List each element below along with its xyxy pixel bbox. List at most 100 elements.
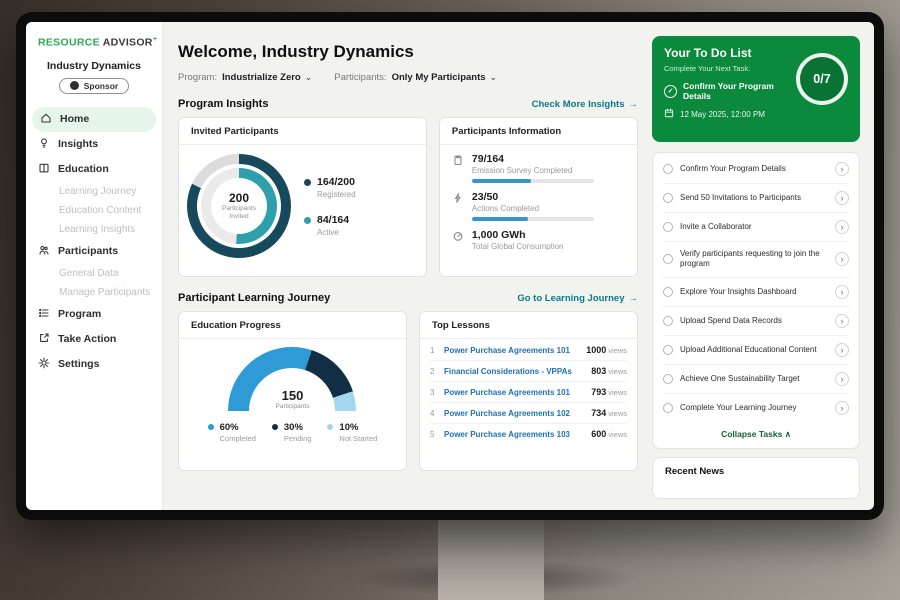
home-icon (40, 112, 52, 127)
go-to-learning-journey-link[interactable]: Go to Learning Journey → (517, 293, 638, 304)
sidebar-item-general-data[interactable]: General Data (26, 264, 162, 283)
go-to-learning-journey-label: Go to Learning Journey (517, 292, 625, 304)
todo-progress-value: 0/7 (813, 72, 831, 86)
people-icon (38, 244, 50, 259)
chevron-right-icon[interactable]: › (835, 191, 849, 205)
recent-news-card: Recent News (652, 456, 860, 499)
consumption-row: 1,000 GWh Total Global Consumption (452, 229, 625, 251)
task-row[interactable]: Upload Additional Educational Content › (663, 336, 849, 365)
chevron-right-icon[interactable]: › (835, 284, 849, 299)
invited-legend: 164/200 Registered 84/164 Active (304, 176, 356, 237)
sidebar-item-participants[interactable]: Participants (26, 239, 162, 264)
task-row[interactable]: Upload Spend Data Records › (663, 307, 849, 336)
lesson-link[interactable]: Power Purchase Agreements 102 (443, 408, 570, 418)
lesson-rank: 3 (429, 387, 435, 397)
edu-legend-dot (271, 424, 278, 430)
task-row[interactable]: Confirm Your Program Details › (663, 155, 849, 184)
todo-subtitle: Complete Your Next Task: (664, 64, 751, 73)
invited-donut-chart: 200 Participants Invited (187, 154, 291, 258)
task-row[interactable]: Verify participants requesting to join t… (663, 242, 849, 278)
filters-bar: Program: Industrialize Zero ⌄ Participan… (178, 72, 638, 83)
lesson-rank: 4 (429, 408, 435, 418)
sidebar: RESOURCE ADVISOR+ Industry Dynamics Spon… (26, 22, 163, 510)
task-row[interactable]: Complete Your Learning Journey › (663, 394, 849, 422)
sidebar-item-label: Learning Insights (59, 223, 136, 235)
participants-filter-label: Participants: (334, 72, 387, 83)
sidebar-item-home[interactable]: Home (32, 106, 156, 132)
task-row[interactable]: Explore Your Insights Dashboard › (663, 278, 849, 307)
sidebar-item-settings[interactable]: Settings (26, 352, 162, 377)
lesson-views: 600 views (591, 429, 627, 439)
chevron-right-icon[interactable]: › (835, 371, 849, 386)
sidebar-item-education-content[interactable]: Education Content (26, 201, 162, 220)
sponsor-badge[interactable]: Sponsor (58, 77, 130, 94)
tasks-card: Confirm Your Program Details › Send 50 I… (652, 152, 860, 449)
chevron-down-icon: ⌄ (489, 72, 498, 82)
task-checkbox[interactable] (663, 164, 673, 174)
chevron-down-icon: ⌄ (304, 72, 313, 82)
monitor-bezel: RESOURCE ADVISOR+ Industry Dynamics Spon… (16, 12, 884, 520)
chevron-right-icon[interactable]: › (835, 400, 849, 415)
todo-next-task[interactable]: ✓ Confirm Your Program Details (664, 81, 794, 101)
lightbulb-icon (38, 137, 50, 152)
sidebar-item-program[interactable]: Program (26, 302, 162, 327)
collapse-tasks-button[interactable]: Collapse Tasks ∧ (663, 422, 849, 444)
todo-due-date: 12 May 2025, 12:00 PM (664, 108, 848, 120)
sidebar-item-education[interactable]: Education (26, 157, 162, 182)
task-row[interactable]: Invite a Collaborator › (663, 213, 849, 242)
sidebar-item-learning-insights[interactable]: Learning Insights (26, 220, 162, 239)
task-checkbox[interactable] (663, 254, 673, 265)
calendar-icon (664, 108, 674, 120)
education-gauge-chart: 150 Participants (228, 347, 357, 411)
lesson-row: 5 Power Purchase Agreements 103 600 views (430, 424, 627, 444)
sidebar-item-manage-participants[interactable]: Manage Participants (26, 283, 162, 302)
chevron-right-icon[interactable]: › (835, 342, 849, 357)
lesson-link[interactable]: Power Purchase Agreements 103 (443, 429, 570, 439)
sidebar-item-label: Participants (58, 245, 119, 257)
brand-primary: RESOURCE (38, 36, 100, 49)
lesson-link[interactable]: Financial Considerations - VPPAs (443, 366, 572, 376)
chevron-right-icon[interactable]: › (835, 220, 849, 234)
program-filter[interactable]: Program: Industrialize Zero ⌄ (178, 72, 312, 83)
lesson-link[interactable]: Power Purchase Agreements 101 (443, 345, 570, 355)
task-checkbox[interactable] (663, 402, 673, 413)
task-row[interactable]: Achieve One Sustainability Target › (663, 365, 849, 394)
gauge-center-value: 150 (281, 388, 304, 403)
emission-survey-label: Emission Survey Completed (471, 166, 573, 175)
lesson-link[interactable]: Power Purchase Agreements 101 (443, 387, 570, 397)
task-label: Verify participants requesting to join t… (680, 249, 820, 269)
chevron-right-icon[interactable]: › (835, 313, 849, 328)
check-more-insights-link[interactable]: Check More Insights → (532, 99, 638, 110)
completed-value: 60% (219, 422, 239, 433)
task-checkbox[interactable] (663, 315, 673, 326)
sidebar-item-label: Take Action (58, 333, 117, 345)
task-row[interactable]: Send 50 Invitations to Participants › (663, 184, 849, 213)
sidebar-item-take-action[interactable]: Take Action (26, 327, 162, 352)
todo-title: Your To Do List (664, 46, 752, 60)
chevron-right-icon[interactable]: › (835, 252, 849, 267)
sidebar-item-label: Manage Participants (59, 286, 151, 298)
task-checkbox[interactable] (663, 222, 673, 232)
task-checkbox[interactable] (663, 344, 673, 355)
chevron-right-icon[interactable]: › (835, 162, 849, 176)
sidebar-item-learning-journey[interactable]: Learning Journey (26, 182, 162, 201)
arrow-right-icon: → (628, 98, 639, 110)
lesson-views: 734 views (591, 408, 627, 418)
task-label: Confirm Your Program Details (680, 163, 786, 173)
emission-survey-row: 79/164 Emission Survey Completed (452, 153, 625, 183)
legend-completed: 60% Completed (207, 422, 256, 443)
task-checkbox[interactable] (663, 373, 673, 384)
participants-filter[interactable]: Participants: Only My Participants ⌄ (334, 72, 497, 83)
lesson-rank: 5 (429, 429, 435, 439)
main-content: Welcome, Industry Dynamics Program: Indu… (164, 22, 650, 510)
arrow-right-icon: → (628, 292, 639, 304)
sidebar-item-insights[interactable]: Insights (26, 132, 162, 157)
education-gauge-center: 150 Participants (228, 388, 356, 410)
invited-legend-dot (304, 178, 311, 186)
task-checkbox[interactable] (663, 193, 673, 203)
lesson-rank: 1 (429, 345, 435, 355)
collapse-tasks-label: Collapse Tasks (721, 428, 783, 439)
invited-legend-dot (304, 216, 311, 224)
task-checkbox[interactable] (663, 286, 673, 297)
gear-icon (38, 357, 50, 372)
